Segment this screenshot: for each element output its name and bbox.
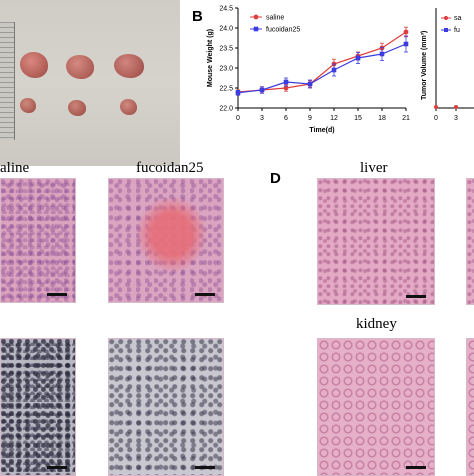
tumor-photograph (0, 0, 180, 166)
x-tick-label: 6 (284, 115, 288, 122)
legend-marker-saline (253, 14, 259, 20)
point-fucoidan25 (331, 67, 337, 73)
label-liver: liver (360, 160, 388, 176)
series-line-fucoidan25 (237, 43, 407, 94)
panel-d-letter: D (270, 170, 281, 187)
tumor-volume-chart: 0 3 Tumor Volume (mm³) sa fu (421, 8, 474, 122)
mouse-weight-chart: 22.0 22.5 23.0 23.5 24.0 24.5 0 3 6 9 12 15 18 21 Time… (207, 6, 410, 135)
tumor-saline-1 (20, 52, 48, 78)
ihc-fucoidan-image (108, 338, 224, 476)
x-tick-label: 3 (260, 115, 264, 122)
y-tick-label: 24.5 (219, 6, 233, 13)
ruler-image (0, 22, 15, 140)
panel-b-letter: B (192, 8, 203, 25)
tumor-y-label: Tumor Volume (mm³) (421, 31, 428, 100)
x-tick-label: 21 (402, 115, 410, 122)
y-axis-title: Mouse Weight (g) (207, 29, 214, 87)
label-fucoidan: fucoidan25 (136, 160, 204, 176)
y-tick-label: 23.0 (219, 66, 233, 73)
kidney-fucoidan-image (466, 338, 474, 476)
tumor-x-tick-1: 3 (454, 115, 458, 122)
point-fucoidan25 (403, 41, 409, 47)
x-tick-label: 9 (308, 115, 312, 122)
label-saline: aline (0, 160, 30, 176)
x-tick-label: 18 (378, 115, 386, 122)
liver-fucoidan-image (466, 178, 474, 305)
kidney-saline-image (317, 338, 435, 476)
point-fucoidan25 (259, 87, 265, 93)
y-tick-label: 22.5 (219, 86, 233, 93)
y-tick-label: 24.0 (219, 26, 233, 33)
liver-saline-image (317, 178, 435, 305)
tumor-fucoidan-2 (68, 100, 86, 116)
tumor-point-saline-0 (434, 105, 438, 109)
ihc-saline-image (0, 338, 76, 476)
x-tick-label: 12 (330, 115, 338, 122)
tumor-legend-saline: sa (454, 15, 462, 22)
y-tick-label: 23.5 (219, 46, 233, 53)
point-fucoidan25 (283, 79, 289, 85)
label-kidney: kidney (356, 316, 397, 332)
tumor-fucoidan-3 (120, 99, 137, 115)
tumor-fucoidan-1 (20, 98, 36, 113)
tumor-legend-fucoidan: fu (454, 27, 460, 34)
legend-label-saline: saline (266, 15, 284, 22)
x-axis-title: Time(d) (309, 127, 334, 134)
tumor-saline-3 (114, 54, 144, 78)
point-saline (283, 85, 289, 91)
x-tick-label: 0 (236, 115, 240, 122)
legend-marker-fucoidan25 (253, 26, 259, 32)
point-fucoidan25 (235, 90, 241, 96)
tumor-point-saline-1 (454, 105, 458, 109)
x-tick-label: 15 (354, 115, 362, 122)
tumor-x-tick-0: 0 (434, 115, 438, 122)
legend-label-fucoidan25: fucoidan25 (266, 27, 300, 34)
he-fucoidan-image (108, 178, 224, 303)
y-tick-label: 22.0 (219, 106, 233, 113)
tumor-saline-2 (66, 55, 94, 79)
point-fucoidan25 (355, 55, 361, 61)
point-fucoidan25 (379, 51, 385, 57)
he-saline-image (0, 178, 76, 303)
series-line-saline (237, 31, 407, 93)
point-saline (403, 29, 409, 35)
point-fucoidan25 (307, 81, 313, 87)
